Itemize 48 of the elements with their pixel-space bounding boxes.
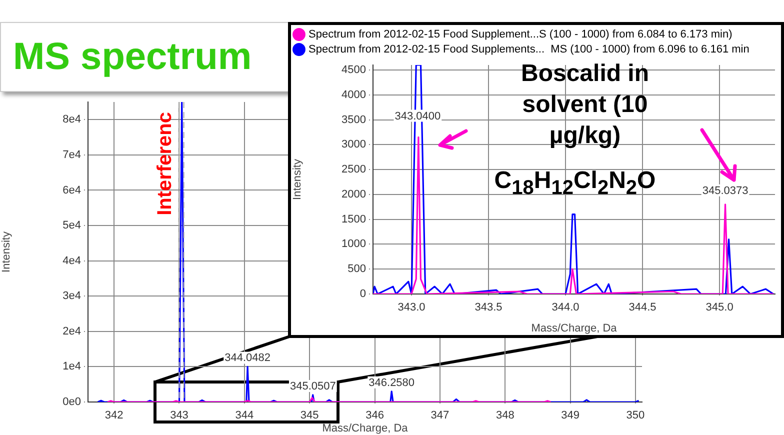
x-axis-title: Mass/Charge, Da <box>322 422 409 434</box>
y-tick-label: 7e4 <box>62 148 81 161</box>
x-tick-label: 344 <box>235 410 254 422</box>
y-tick-label: 1500 <box>342 213 366 226</box>
x-tick-label: 343.5 <box>474 302 502 314</box>
annotation: 346.2580 <box>368 376 415 389</box>
x-tick-label: 345.0 <box>706 302 734 314</box>
text: C$_{18}$H$_{12}$Cl$_{2}$N$_{2}$O <box>494 167 656 199</box>
x-tick-label: 343.0 <box>398 302 426 314</box>
x-tick-label: 343 <box>170 410 188 422</box>
y-tick-label: 3500 <box>342 114 366 126</box>
x-tick-label: 350 <box>626 410 645 422</box>
y-tick-label: 2e4 <box>62 325 81 338</box>
y-tick-label: 5e4 <box>62 220 81 232</box>
x-tick-label: 347 <box>430 410 450 422</box>
y-tick-label: 500 <box>348 263 366 276</box>
x-tick-label: 344.0 <box>552 302 580 314</box>
x-tick-label: 348 <box>496 410 514 422</box>
y-tick-label: 1000 <box>342 238 366 250</box>
annotation: 343.0400 <box>394 110 441 122</box>
annotation: 345.0507 <box>290 380 336 392</box>
y-tick-label: 4000 <box>342 88 366 101</box>
x-tick-label: 342 <box>104 410 124 422</box>
y-axis-title: Intensity <box>0 231 13 272</box>
y-tick-label: 2000 <box>342 188 366 200</box>
y-tick-label: 0e0 <box>62 396 81 408</box>
annotation: 344.0482 <box>224 352 271 364</box>
y-tick-label: 2500 <box>342 164 366 176</box>
x-tick-label: 349 <box>561 410 580 422</box>
y-tick-label: 4e4 <box>62 254 81 267</box>
chart-title: MS spectrum <box>13 36 252 78</box>
annotation: Interferenc <box>153 112 177 216</box>
x-tick-label: 346 <box>366 410 384 422</box>
y-tick-label: 0 <box>360 288 366 300</box>
annotation: Boscalid in solvent (10 µg/kg) <box>520 60 650 150</box>
y-tick-label: 8e4 <box>62 114 81 126</box>
annotation: 345.0373 <box>702 184 748 197</box>
y-tick-label: 3000 <box>342 138 366 151</box>
y-tick-label: 3e4 <box>62 290 81 302</box>
y-tick-label: 4500 <box>342 64 366 76</box>
y-axis-title: Intensity <box>292 158 304 200</box>
y-tick-label: 1e4 <box>62 360 81 373</box>
x-axis-title: Mass/Charge, Da <box>531 322 618 334</box>
legend-label: Spectrum from 2012-02-15 Food Supplement...S (100 - 1000) from 6.084 to 6.173 min) <box>308 28 732 41</box>
y-tick-label: 6e4 <box>62 184 81 196</box>
x-tick-label: 344.5 <box>628 302 656 314</box>
legend-label: Spectrum from 2012-02-15 Food Supplements... MS (100 - 1000) from 6.096 to 6.161 min <box>308 44 750 56</box>
x-tick-label: 345 <box>300 410 319 422</box>
